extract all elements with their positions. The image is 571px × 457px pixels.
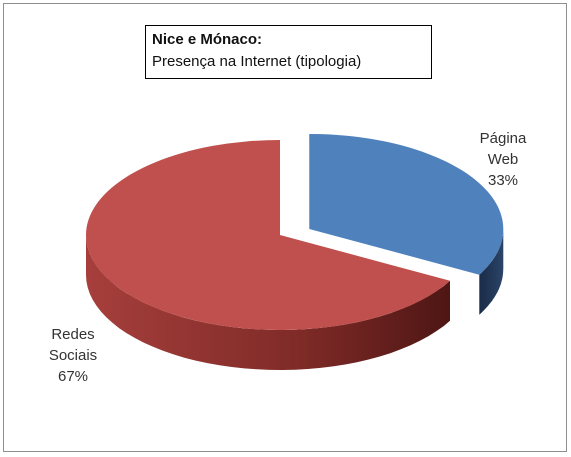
slice	[86, 140, 451, 331]
chart-subtitle: Presença na Internet (tipologia)	[152, 53, 362, 70]
slice-label: Página Web 33%	[471, 128, 535, 191]
slice-category: Redes Sociais	[48, 326, 98, 364]
slice-value: 67%	[57, 368, 89, 385]
pie	[86, 133, 504, 370]
chart-title: Nice e Mónaco:	[152, 31, 263, 48]
slice-value: 33%	[487, 172, 519, 189]
title-box: Nice e Mónaco: Presença na Internet (tip…	[145, 25, 432, 79]
slice-side	[86, 235, 450, 370]
slice-label: Redes Sociais 67%	[41, 324, 105, 387]
slice-category: Página Web	[479, 130, 527, 168]
slice-side	[479, 228, 504, 315]
slice	[309, 133, 504, 275]
